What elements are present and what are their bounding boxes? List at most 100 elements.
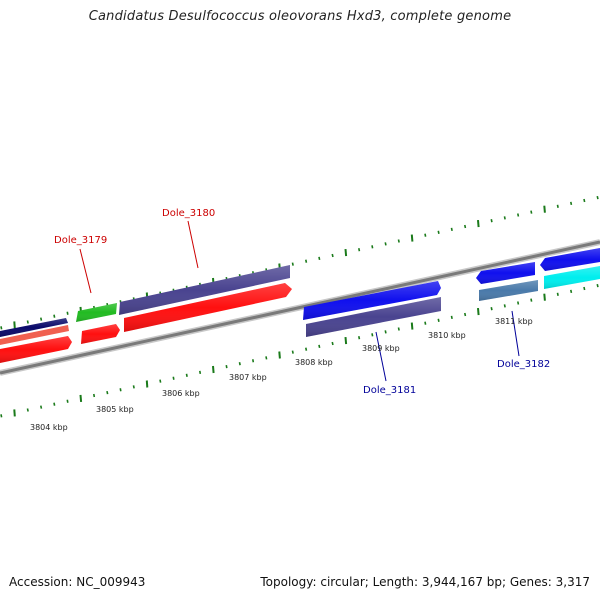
scale-label-3807: 3807 kbp bbox=[229, 373, 267, 382]
scale-label-3808: 3808 kbp bbox=[295, 358, 333, 367]
lower-tick-mark bbox=[305, 347, 308, 351]
scale-label-3804: 3804 kbp bbox=[30, 423, 68, 432]
lower-tick-mark bbox=[145, 380, 149, 388]
upper-tick-mark bbox=[464, 224, 467, 229]
lower-tick-mark bbox=[477, 308, 480, 316]
leader-dole-3180 bbox=[187, 220, 199, 269]
scale-label-3810: 3810 kbp bbox=[428, 331, 466, 340]
upper-tick-mark bbox=[291, 262, 294, 266]
lower-tick-mark bbox=[437, 318, 440, 322]
lower-tick-mark bbox=[212, 365, 215, 374]
lower-tick-mark bbox=[79, 394, 83, 402]
scale-label-3811: 3811 kbp bbox=[495, 317, 533, 326]
upper-tick-mark bbox=[66, 311, 69, 315]
lower-tick-mark bbox=[596, 283, 599, 288]
lower-tick-mark bbox=[410, 322, 414, 330]
lower-tick-mark bbox=[106, 390, 109, 395]
lower-tick-mark bbox=[26, 408, 29, 412]
lower-tick-mark bbox=[397, 327, 400, 331]
leader-dole-3179 bbox=[79, 248, 92, 294]
lower-tick-mark bbox=[199, 370, 202, 375]
upper-tick-mark bbox=[437, 230, 440, 234]
accession-text: Accession: NC_009943 bbox=[9, 575, 146, 589]
lower-tick-mark bbox=[252, 359, 255, 363]
lower-tick-mark bbox=[119, 388, 122, 392]
gene-label-dole-3181[interactable]: Dole_3181 bbox=[363, 385, 416, 396]
lower-tick-mark bbox=[0, 414, 3, 418]
upper-tick-mark bbox=[13, 321, 16, 329]
lower-tick-mark bbox=[66, 399, 69, 403]
gene-label-dole-3182[interactable]: Dole_3182 bbox=[497, 359, 550, 370]
upper-tick-mark bbox=[0, 326, 3, 330]
lower-tick-mark bbox=[40, 405, 43, 409]
lower-tick-mark bbox=[172, 376, 175, 380]
gene-label-dole-3180[interactable]: Dole_3180 bbox=[162, 208, 215, 219]
upper-tick-mark bbox=[450, 227, 453, 232]
lower-tick-mark bbox=[570, 289, 573, 294]
lower-tick-mark bbox=[291, 350, 294, 354]
lower-tick-mark bbox=[490, 307, 493, 311]
scale-label-3805: 3805 kbp bbox=[96, 405, 134, 414]
lower-tick-mark bbox=[159, 379, 162, 383]
scale-label-3806: 3806 kbp bbox=[162, 389, 200, 398]
lower-tick-mark bbox=[543, 293, 546, 301]
genome-summary-text: Topology: circular; Length: 3,944,167 bp… bbox=[260, 575, 590, 589]
upper-tick-mark bbox=[503, 216, 506, 220]
upper-tick-mark bbox=[517, 213, 520, 217]
upper-tick-mark bbox=[596, 195, 599, 200]
lower-tick-mark bbox=[503, 304, 506, 308]
map-title: Candidatus Desulfococcus oleovorans Hxd3… bbox=[88, 9, 512, 24]
lower-tick-mark bbox=[556, 292, 559, 296]
upper-tick-mark bbox=[358, 248, 361, 252]
lower-tick-mark bbox=[238, 362, 241, 366]
lower-tick-mark bbox=[278, 351, 281, 359]
lower-tick-mark bbox=[424, 321, 427, 325]
upper-tick-mark bbox=[556, 204, 559, 208]
upper-tick-mark bbox=[397, 239, 400, 243]
lower-tick-mark bbox=[13, 409, 16, 417]
lower-tick-mark bbox=[344, 337, 348, 345]
leader-dole-3181 bbox=[375, 331, 387, 382]
upper-tick-mark bbox=[490, 219, 493, 223]
upper-tick-mark bbox=[331, 253, 334, 258]
gene-salmon-fragment[interactable] bbox=[0, 325, 69, 345]
upper-tick-mark bbox=[410, 234, 414, 242]
lower-tick-mark bbox=[265, 356, 268, 360]
upper-tick-mark bbox=[40, 317, 43, 321]
upper-tick-mark bbox=[318, 256, 321, 261]
lower-tick-mark bbox=[225, 364, 228, 369]
lower-tick-mark bbox=[530, 298, 533, 302]
upper-tick-mark bbox=[424, 233, 427, 237]
lower-tick-mark bbox=[53, 402, 56, 406]
upper-tick-mark bbox=[570, 201, 573, 206]
upper-tick-mark bbox=[371, 245, 374, 249]
lower-tick-mark bbox=[450, 315, 453, 320]
gene-label-dole-3179[interactable]: Dole_3179 bbox=[54, 235, 107, 246]
lower-tick-mark bbox=[384, 330, 387, 334]
upper-tick-mark bbox=[305, 259, 308, 263]
scale-label-3809: 3809 kbp bbox=[362, 344, 400, 353]
lower-tick-mark bbox=[371, 333, 374, 337]
lower-tick-mark bbox=[132, 385, 135, 389]
lower-tick-mark bbox=[517, 301, 520, 305]
upper-tick-mark bbox=[530, 210, 533, 214]
lower-tick-mark bbox=[583, 286, 586, 291]
leader-dole-3182 bbox=[511, 310, 520, 357]
genome-backbone-core bbox=[0, 240, 600, 375]
upper-tick-mark bbox=[384, 242, 387, 246]
lower-tick-mark bbox=[331, 341, 334, 346]
upper-tick-mark bbox=[477, 220, 480, 228]
lower-tick-mark bbox=[358, 336, 361, 340]
lower-tick-marks bbox=[0, 283, 599, 418]
gene-shading bbox=[0, 248, 600, 363]
upper-tick-mark bbox=[543, 205, 546, 213]
upper-tick-mark bbox=[26, 320, 29, 324]
lower-tick-mark bbox=[185, 373, 188, 377]
lower-tick-mark bbox=[318, 344, 321, 349]
upper-tick-mark bbox=[53, 314, 56, 318]
upper-tick-mark bbox=[583, 198, 586, 203]
lower-tick-mark bbox=[464, 312, 467, 317]
upper-tick-mark bbox=[344, 249, 348, 257]
lower-tick-mark bbox=[93, 393, 96, 398]
